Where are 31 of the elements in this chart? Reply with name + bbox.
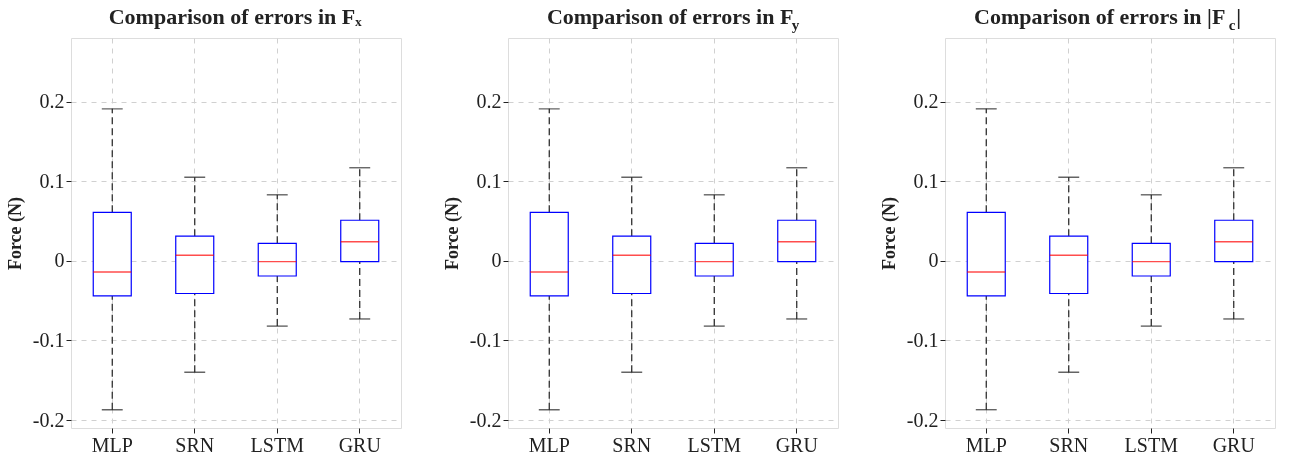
y-axis-title: Force (N) — [4, 196, 26, 271]
y-tick-label: 0.2 — [476, 90, 502, 113]
x-tick-label: LSTM — [250, 433, 305, 456]
y-axis-title: Force (N) — [441, 196, 463, 271]
y-tick-label: 0.2 — [39, 90, 65, 113]
y-axis-title: Force (N) — [878, 196, 900, 271]
x-tick-label: GRU — [775, 433, 819, 456]
y-tick-label: -0.2 — [469, 408, 502, 431]
y-tick-label: 0 — [54, 249, 65, 272]
x-tick-label: GRU — [338, 433, 382, 456]
y-tick-label: 0.2 — [913, 90, 939, 113]
x-tick-label: LSTM — [687, 433, 742, 456]
y-tick-label: -0.2 — [32, 408, 65, 431]
x-tick-label: MLP — [91, 433, 133, 456]
y-tick-label: -0.2 — [906, 408, 939, 431]
y-tick-label: -0.1 — [32, 328, 65, 351]
x-tick-label: MLP — [965, 433, 1007, 456]
y-tick-label: -0.1 — [906, 328, 939, 351]
x-tick-label: GRU — [1212, 433, 1256, 456]
y-tick-label: 0 — [491, 249, 502, 272]
y-tick-label: 0.1 — [39, 169, 65, 192]
chart-title: Comparison of errors in Fₓ — [108, 4, 363, 29]
x-tick-label: SRN — [612, 433, 652, 456]
x-tick-label: MLP — [528, 433, 570, 456]
x-tick-label: SRN — [1049, 433, 1089, 456]
y-tick-label: -0.1 — [469, 328, 502, 351]
x-tick-label: LSTM — [1124, 433, 1179, 456]
y-tick-label: 0 — [928, 249, 939, 272]
y-tick-label: 0.1 — [476, 169, 502, 192]
x-tick-label: SRN — [175, 433, 215, 456]
y-tick-label: 0.1 — [913, 169, 939, 192]
